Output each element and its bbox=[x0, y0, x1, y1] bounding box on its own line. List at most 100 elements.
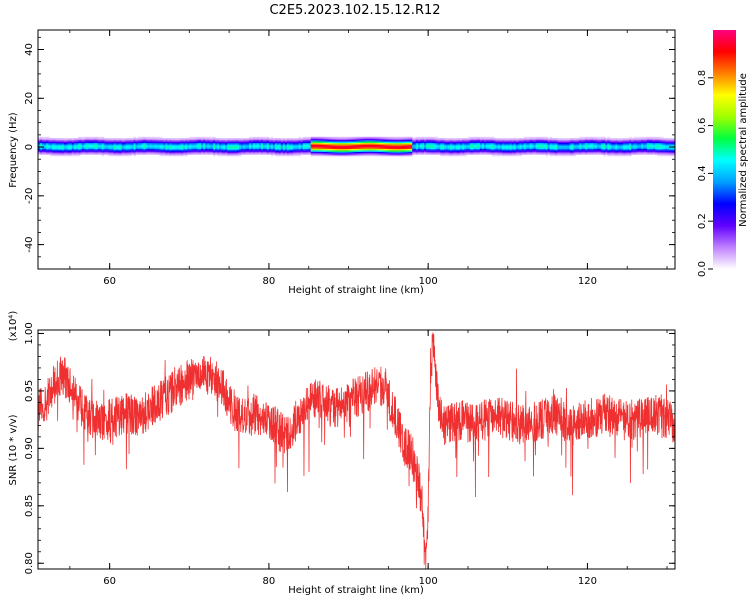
heatmap-cell bbox=[298, 144, 302, 146]
heatmap-cell bbox=[63, 149, 67, 152]
heatmap-cell bbox=[243, 149, 246, 152]
heatmap-cell bbox=[143, 142, 146, 145]
heatmap-cell bbox=[416, 138, 419, 141]
heatmap-cell bbox=[589, 151, 592, 154]
heatmap-cell bbox=[318, 152, 322, 155]
heatmap-cell bbox=[384, 145, 387, 148]
heatmap-cell bbox=[501, 138, 505, 141]
heatmap-cell bbox=[286, 138, 290, 141]
heatmap-cell bbox=[543, 138, 547, 141]
heatmap-cell bbox=[593, 142, 596, 145]
heatmap-cell bbox=[450, 154, 453, 157]
heatmap-cell bbox=[541, 152, 545, 155]
heatmap-cell bbox=[386, 141, 389, 144]
heatmap-cell bbox=[115, 149, 119, 152]
heatmap-cell bbox=[137, 151, 140, 154]
heatmap-cell bbox=[537, 149, 541, 152]
heatmap-cell bbox=[77, 154, 81, 157]
heatmap-cell bbox=[133, 139, 136, 142]
heatmap-cell bbox=[428, 144, 431, 146]
heatmap-cell bbox=[531, 142, 535, 145]
heatmap-cell bbox=[386, 145, 389, 148]
heatmap-cell bbox=[179, 154, 182, 157]
heatmap-cell bbox=[465, 149, 469, 152]
heatmap-cell bbox=[173, 141, 176, 144]
heatmap-cell bbox=[45, 145, 49, 148]
heatmap-cell bbox=[549, 138, 552, 141]
heatmap-cell bbox=[143, 138, 146, 141]
heatmap-cell bbox=[266, 141, 270, 144]
heatmap-cell bbox=[553, 148, 556, 151]
heatmap-cell bbox=[400, 136, 403, 139]
heatmap-cell bbox=[565, 147, 568, 149]
heatmap-cell bbox=[175, 138, 178, 141]
heatmap-cell bbox=[205, 141, 208, 144]
heatmap-cell bbox=[326, 151, 330, 154]
heatmap-cell bbox=[65, 144, 69, 146]
heatmap-cell bbox=[485, 136, 489, 139]
heatmap-cell bbox=[63, 152, 67, 155]
heatmap-cell bbox=[458, 151, 461, 154]
heatmap-cell bbox=[274, 142, 278, 145]
heatmap-cell bbox=[471, 138, 475, 141]
heatmap-cell bbox=[326, 145, 330, 148]
heatmap-cell bbox=[133, 142, 136, 145]
heatmap-cell bbox=[438, 138, 441, 141]
heatmap-cell bbox=[663, 141, 666, 144]
heatmap-cell bbox=[67, 147, 71, 149]
heatmap-cell bbox=[302, 142, 306, 145]
heatmap-cell bbox=[282, 149, 286, 152]
heatmap-cell bbox=[436, 147, 439, 149]
heatmap-cell bbox=[509, 142, 513, 145]
heatmap-cell bbox=[137, 147, 140, 149]
heatmap-cell bbox=[497, 138, 501, 141]
heatmap-cell bbox=[527, 142, 531, 145]
heatmap-cell bbox=[511, 145, 515, 148]
heatmap-cell bbox=[165, 152, 168, 155]
heatmap-cell bbox=[258, 149, 262, 152]
heatmap-cell bbox=[463, 138, 467, 141]
heatmap-cell bbox=[521, 139, 525, 142]
heatmap-cell bbox=[372, 139, 375, 142]
heatmap-cell bbox=[115, 147, 119, 149]
heatmap-cell bbox=[587, 136, 590, 139]
heatmap-cell bbox=[342, 145, 345, 148]
heatmap-cell bbox=[304, 139, 308, 142]
heatmap-cell bbox=[450, 148, 453, 151]
heatmap-cell bbox=[197, 144, 200, 146]
heatmap-cell bbox=[647, 145, 650, 148]
heatmap-cell bbox=[456, 149, 459, 152]
heatmap-cell bbox=[304, 144, 308, 146]
heatmap-cell bbox=[370, 142, 373, 145]
heatmap-cell bbox=[221, 144, 224, 146]
heatmap-cell bbox=[565, 154, 568, 157]
heatmap-cell bbox=[647, 141, 650, 144]
heatmap-cell bbox=[649, 139, 652, 142]
heatmap-cell bbox=[193, 139, 196, 142]
heatmap-cell bbox=[617, 138, 620, 141]
heatmap-cell bbox=[483, 152, 487, 155]
heatmap-cell bbox=[463, 149, 467, 152]
heatmap-cell bbox=[505, 154, 509, 157]
heatmap-cell bbox=[515, 147, 519, 149]
heatmap-cell bbox=[247, 149, 250, 152]
heatmap-cell bbox=[338, 149, 341, 152]
heatmap-cell bbox=[523, 152, 527, 155]
heatmap-cell bbox=[342, 139, 345, 142]
heatmap-cell bbox=[533, 141, 537, 144]
heatmap-cell bbox=[219, 139, 222, 142]
heatmap-cell bbox=[368, 141, 371, 144]
heatmap-cell bbox=[153, 145, 156, 148]
heatmap-cell bbox=[125, 151, 128, 154]
heatmap-cell bbox=[316, 148, 320, 151]
heatmap-cell bbox=[113, 149, 117, 152]
heatmap-cell bbox=[177, 147, 180, 149]
heatmap-cell bbox=[203, 148, 206, 151]
heatmap-cell bbox=[314, 138, 318, 141]
heatmap-cell bbox=[408, 139, 411, 142]
heatmap-cell bbox=[97, 136, 101, 139]
heatmap-cell bbox=[537, 147, 541, 149]
heatmap-cell bbox=[579, 152, 582, 155]
heatmap-cell bbox=[362, 145, 365, 148]
heatmap-cell bbox=[400, 142, 403, 145]
